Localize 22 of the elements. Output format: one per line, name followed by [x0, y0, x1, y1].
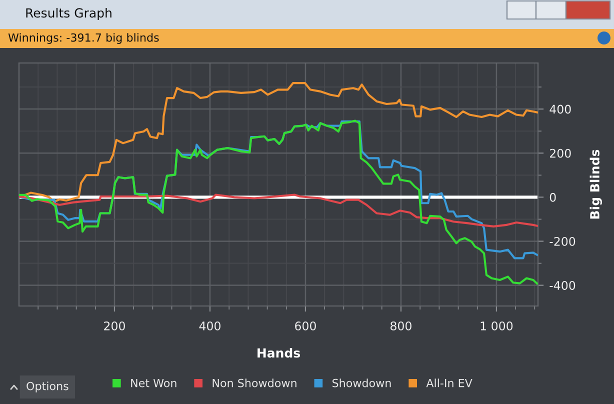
- legend-label: Non Showdown: [212, 378, 296, 388]
- legend-label: Showdown: [332, 378, 391, 388]
- x-tick-label: 1 000: [480, 321, 513, 330]
- line-series: [19, 120, 538, 285]
- text: Options: [26, 382, 68, 392]
- chart-title: Results Graph: [26, 8, 112, 20]
- x-tick-label: 800: [390, 321, 412, 330]
- line-series: [19, 194, 538, 228]
- y-tick-label: -400: [550, 281, 576, 290]
- y-axis-title: Big Blinds: [590, 150, 602, 219]
- x-tick-label: 600: [295, 321, 316, 330]
- y-tick-label: 200: [550, 148, 571, 158]
- legend-label: Net Won: [131, 378, 176, 388]
- y-tick-label: 0: [550, 192, 556, 202]
- legend-label: All-In EV: [426, 378, 472, 388]
- chart-subtitle: Winnings: -391.7 big blinds: [8, 33, 159, 44]
- y-tick-label: -200: [550, 236, 576, 246]
- x-axis-title: Hands: [258, 348, 300, 358]
- x-tick-label: 200: [104, 321, 125, 330]
- line-series: [19, 82, 538, 203]
- y-tick-label: 400: [550, 104, 571, 114]
- x-tick-label: 400: [199, 321, 220, 330]
